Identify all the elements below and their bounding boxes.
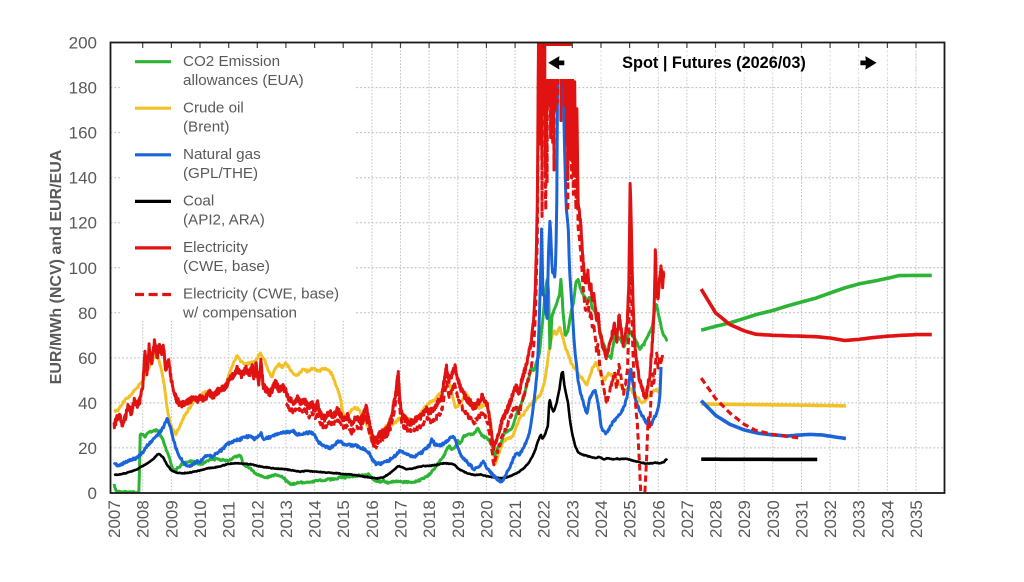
svg-text:60: 60 xyxy=(78,349,97,368)
svg-text:2023: 2023 xyxy=(563,500,582,538)
svg-text:2026: 2026 xyxy=(649,500,668,538)
svg-text:120: 120 xyxy=(69,214,97,233)
svg-text:20: 20 xyxy=(78,439,97,458)
svg-text:2014: 2014 xyxy=(306,500,325,538)
svg-text:200: 200 xyxy=(69,34,97,53)
svg-text:(Brent): (Brent) xyxy=(183,118,229,135)
svg-text:Spot | Futures (2026/03): Spot | Futures (2026/03) xyxy=(622,54,806,72)
svg-text:160: 160 xyxy=(69,124,97,143)
svg-text:2019: 2019 xyxy=(449,500,468,538)
svg-text:40: 40 xyxy=(78,394,97,413)
svg-text:100: 100 xyxy=(69,259,97,278)
svg-text:(API2, ARA): (API2, ARA) xyxy=(183,212,265,229)
svg-text:2021: 2021 xyxy=(506,500,525,538)
svg-text:Electricity: Electricity xyxy=(183,239,248,256)
svg-text:2011: 2011 xyxy=(220,501,239,538)
svg-text:Crude oil: Crude oil xyxy=(183,100,244,117)
svg-text:2032: 2032 xyxy=(821,500,840,538)
svg-text:CO2 Emission: CO2 Emission xyxy=(183,53,280,70)
svg-text:allowances (EUA): allowances (EUA) xyxy=(183,72,304,89)
svg-text:2010: 2010 xyxy=(191,500,210,538)
svg-text:2008: 2008 xyxy=(134,500,153,538)
svg-text:140: 140 xyxy=(69,169,97,188)
svg-text:Electricity (CWE, base): Electricity (CWE, base) xyxy=(183,286,339,303)
svg-text:2033: 2033 xyxy=(850,500,869,538)
svg-text:180: 180 xyxy=(69,79,97,98)
svg-text:2007: 2007 xyxy=(105,500,124,538)
svg-text:Coal: Coal xyxy=(183,193,214,210)
svg-text:2027: 2027 xyxy=(678,500,697,538)
svg-text:2025: 2025 xyxy=(621,500,640,538)
svg-text:2016: 2016 xyxy=(363,500,382,538)
svg-text:2009: 2009 xyxy=(162,500,181,538)
svg-text:2031: 2031 xyxy=(793,500,812,538)
svg-text:2015: 2015 xyxy=(334,500,353,538)
svg-text:w/ compensation: w/ compensation xyxy=(182,305,297,322)
svg-text:2030: 2030 xyxy=(764,500,783,538)
svg-text:80: 80 xyxy=(78,304,97,323)
svg-text:2018: 2018 xyxy=(420,500,439,538)
svg-text:2034: 2034 xyxy=(878,500,897,538)
svg-text:2022: 2022 xyxy=(535,500,554,538)
svg-text:2024: 2024 xyxy=(592,500,611,538)
svg-text:(CWE, base): (CWE, base) xyxy=(183,258,270,275)
svg-text:2013: 2013 xyxy=(277,500,296,538)
svg-text:Natural gas: Natural gas xyxy=(183,146,261,163)
svg-text:2035: 2035 xyxy=(907,500,926,538)
svg-text:0: 0 xyxy=(88,484,97,503)
svg-text:2028: 2028 xyxy=(707,500,726,538)
svg-text:(GPL/THE): (GPL/THE) xyxy=(183,165,258,182)
svg-text:2020: 2020 xyxy=(477,500,496,538)
svg-text:2012: 2012 xyxy=(248,500,267,538)
svg-text:2029: 2029 xyxy=(735,500,754,538)
svg-text:EUR/MWh (NCV) and EUR/EUA: EUR/MWh (NCV) and EUR/EUA xyxy=(48,149,65,384)
svg-text:2017: 2017 xyxy=(392,500,411,538)
